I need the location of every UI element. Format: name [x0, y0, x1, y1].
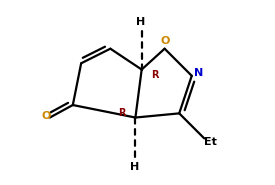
- Text: O: O: [42, 112, 51, 122]
- Text: H: H: [130, 162, 139, 172]
- Text: R: R: [152, 70, 159, 80]
- Text: R: R: [118, 108, 126, 118]
- Text: H: H: [136, 17, 145, 27]
- Text: Et: Et: [204, 137, 216, 147]
- Text: N: N: [194, 68, 204, 78]
- Text: O: O: [161, 36, 170, 46]
